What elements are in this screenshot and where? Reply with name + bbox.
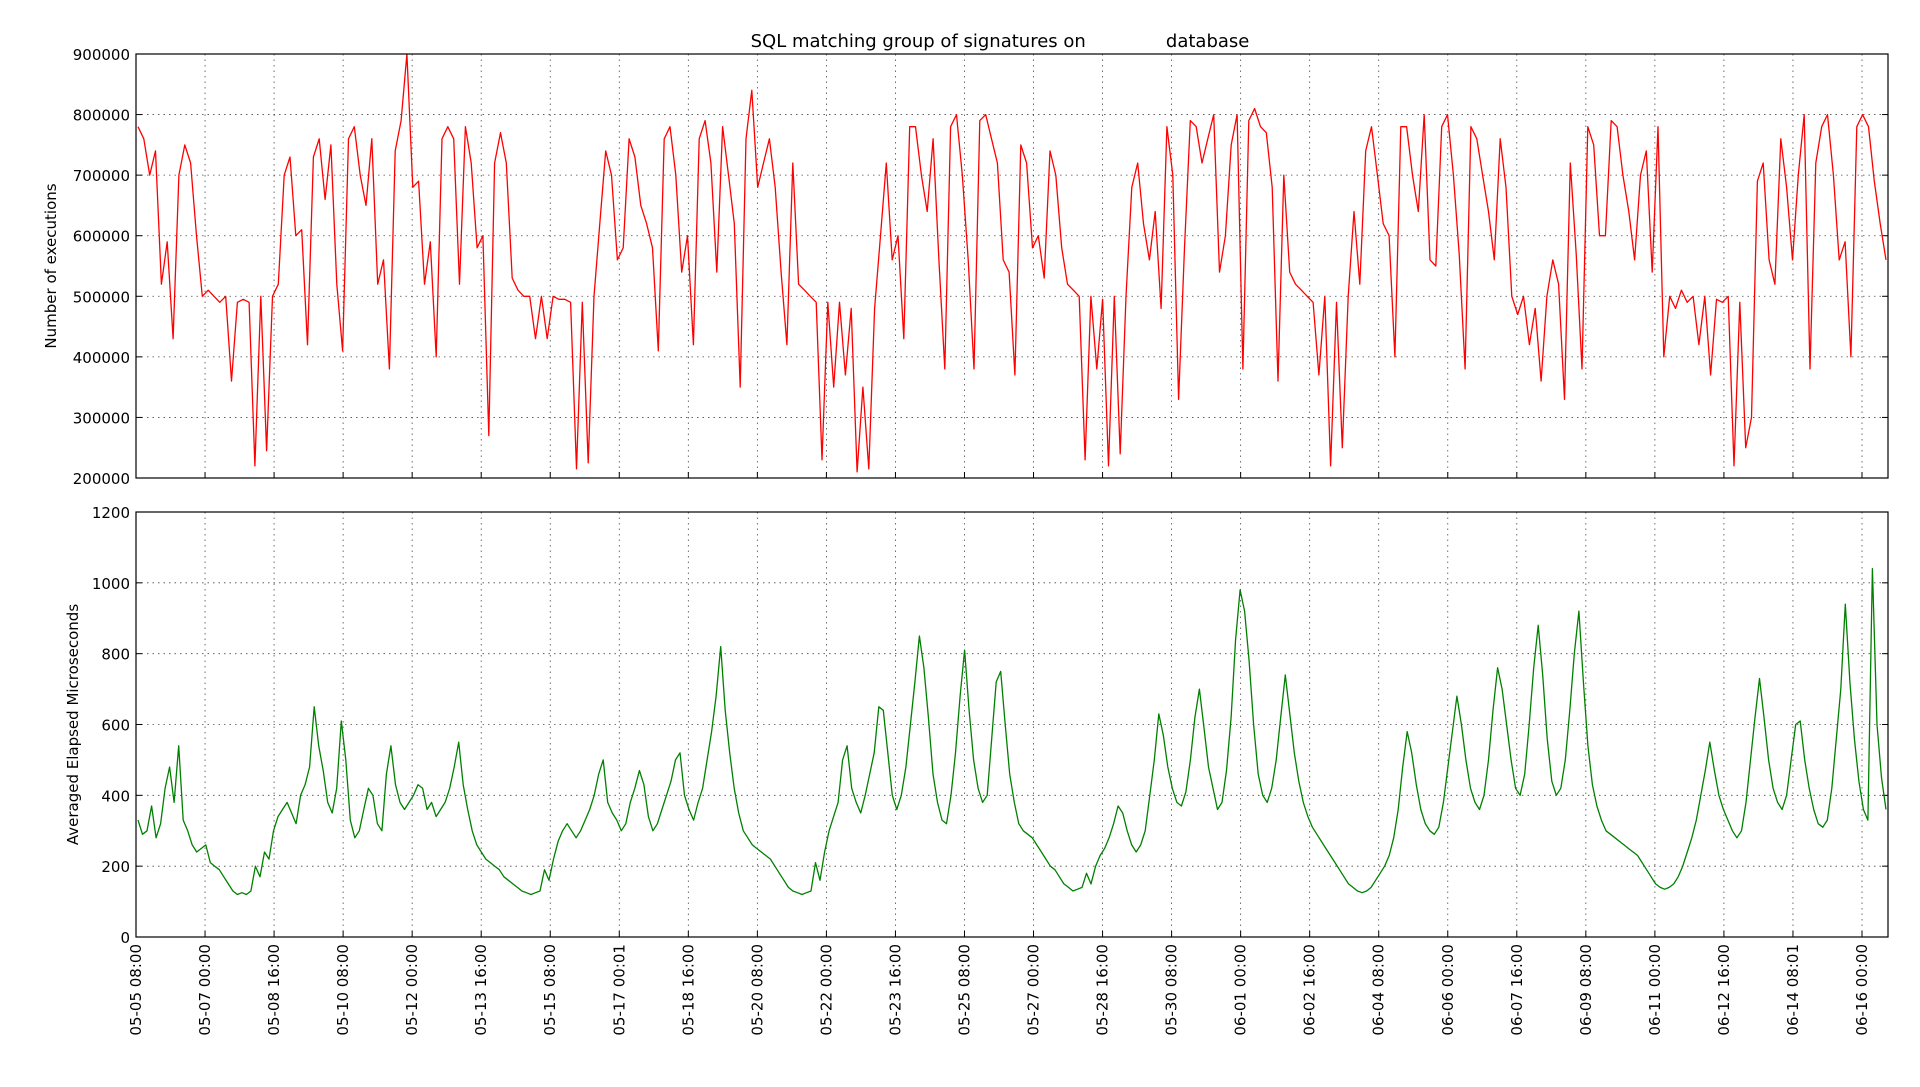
x-tick-label: 06-09 08:00	[1577, 944, 1595, 1036]
x-tick-label: 05-23 16:00	[886, 944, 904, 1036]
x-tick-label: 05-20 08:00	[748, 944, 766, 1036]
x-tick-label: 05-22 00:00	[817, 944, 835, 1036]
y-tick-label: 1200	[92, 504, 130, 522]
y-tick-label: 600	[101, 717, 130, 735]
x-axis: 05-05 08:00 05-07 00:00 05-08 16:00 05-10 0…	[127, 944, 1871, 1036]
x-tick-label: 05-30 08:00	[1163, 944, 1181, 1036]
elapsed-series-line	[137, 568, 1887, 896]
x-tick-label: 06-04 08:00	[1370, 944, 1388, 1036]
elapsed-plot-frame	[135, 511, 1889, 938]
y-tick-label: 500000	[73, 288, 130, 306]
x-tick-label: 05-07 00:00	[196, 944, 214, 1036]
y-tick-label: 800000	[73, 107, 130, 125]
y-tick-label: 800	[101, 646, 130, 664]
x-tick-label: 05-10 08:00	[334, 944, 352, 1036]
elapsed-panel: 0 200 400 600 800 1000 1200 Averaged Elapsed Mi…	[64, 504, 1889, 947]
y-tick-label: 300000	[73, 409, 130, 427]
x-tick-label: 05-08 16:00	[265, 944, 283, 1036]
x-tick-label: 05-27 00:00	[1025, 944, 1043, 1036]
executions-y-axis-label: Number of executions	[42, 183, 60, 348]
x-tick-label: 06-16 00:00	[1853, 944, 1871, 1036]
y-tick-label: 400	[101, 787, 130, 805]
y-tick-label: 400000	[73, 349, 130, 367]
x-tick-label: 05-13 16:00	[472, 944, 490, 1036]
x-tick-label: 05-18 16:00	[679, 944, 697, 1036]
x-tick-label: 06-06 00:00	[1439, 944, 1457, 1036]
x-tick-label: 05-25 08:00	[955, 944, 973, 1036]
x-tick-label: 05-15 08:00	[541, 944, 559, 1036]
y-tick-label: 1000	[92, 575, 130, 593]
x-tick-label: 06-02 16:00	[1301, 944, 1319, 1036]
x-tick-label: 06-12 16:00	[1715, 944, 1733, 1036]
executions-panel: 200000 300000 400000 500000 600000 700000 8000…	[42, 46, 1889, 488]
x-tick-label: 05-05 08:00	[127, 944, 145, 1036]
x-tick-label: 05-12 00:00	[403, 944, 421, 1036]
x-tick-label: 06-11 00:00	[1646, 944, 1664, 1036]
executions-series-line	[137, 53, 1887, 473]
y-tick-label: 200	[101, 858, 130, 876]
x-tick-label: 06-07 16:00	[1508, 944, 1526, 1036]
chart-title: SQL matching group of signatures on data…	[751, 31, 1250, 52]
x-tick-label: 06-01 00:00	[1232, 944, 1250, 1036]
x-tick-label: 05-28 16:00	[1094, 944, 1112, 1036]
elapsed-y-axis-label: Averaged Elapsed Microseconds	[64, 604, 82, 845]
y-tick-label: 0	[120, 929, 130, 947]
y-tick-label: 900000	[73, 46, 130, 64]
y-tick-label: 700000	[73, 167, 130, 185]
y-tick-label: 600000	[73, 228, 130, 246]
x-tick-label: 06-14 08:01	[1784, 944, 1802, 1036]
executions-plot-frame	[135, 53, 1889, 479]
y-tick-label: 200000	[73, 470, 130, 488]
x-tick-label: 05-17 00:01	[610, 944, 628, 1036]
